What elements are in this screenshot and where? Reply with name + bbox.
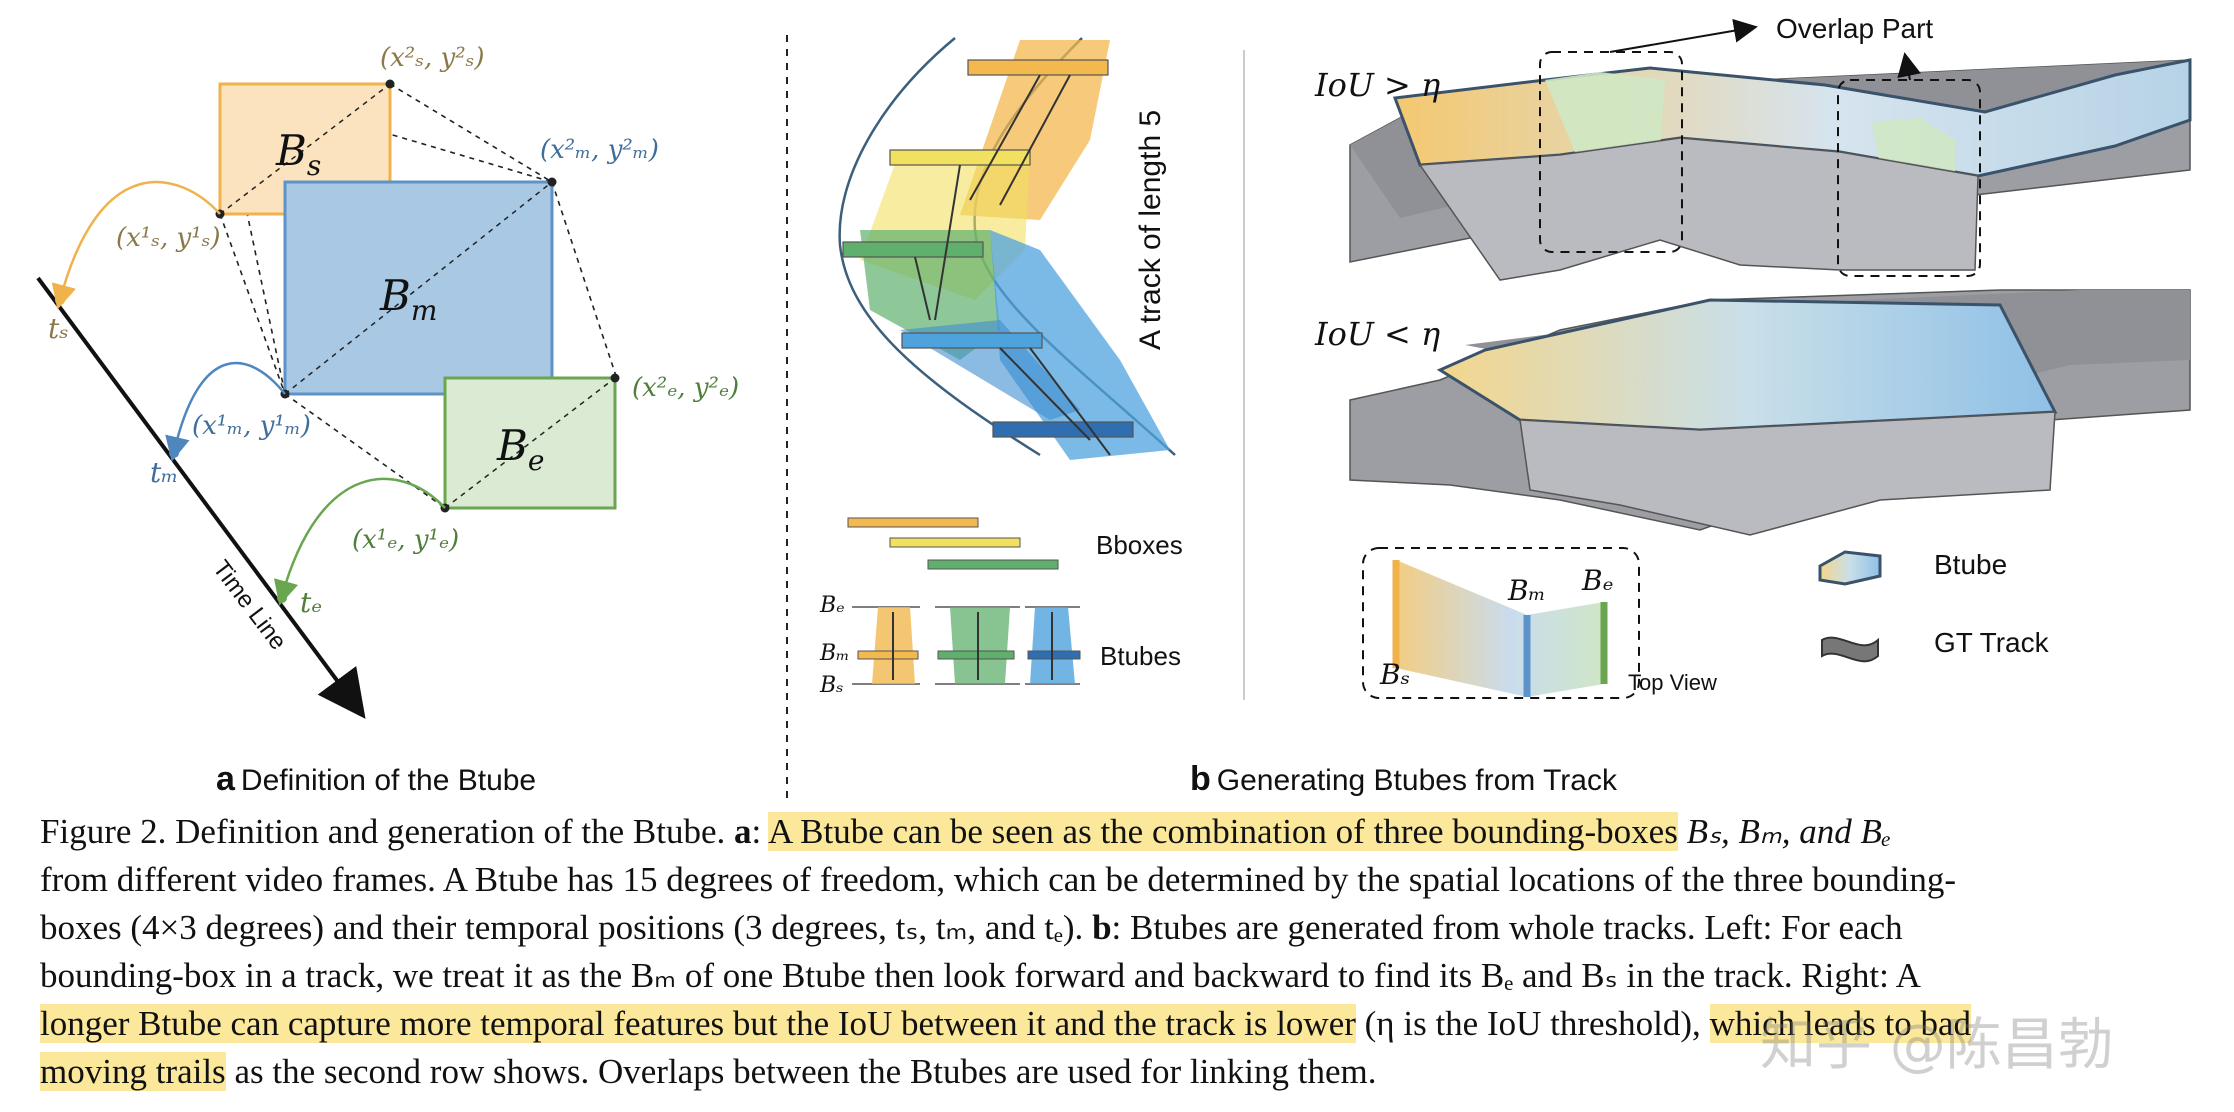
label-p-s2: (x²ₛ, y²ₛ) bbox=[380, 43, 485, 73]
bboxes-label: Bboxes bbox=[1096, 530, 1183, 560]
track-label: A track of length 5 bbox=[1134, 110, 1167, 350]
iou-lt-label: IoU < η bbox=[1314, 315, 1440, 353]
curve-ts bbox=[51, 180, 221, 310]
label-te: tₑ bbox=[300, 586, 322, 619]
top-view: Bₛ Bₘ Bₑ Top View bbox=[1362, 547, 1717, 699]
label-be: Be bbox=[496, 421, 544, 477]
panel-b-left: A track of length 5 Bboxes Bₑ Bₘ Bₛ bbox=[819, 37, 1183, 698]
tube-bottom: IoU < η bbox=[1314, 289, 2191, 536]
watermark: 知乎 @陈昌勃 bbox=[1760, 1013, 2114, 1078]
iou-gt-label: IoU > η bbox=[1314, 66, 1440, 104]
panel-b-caption: b Generating Btubes from Track bbox=[1190, 760, 1617, 798]
be-box bbox=[443, 376, 617, 510]
view-be: Bₑ bbox=[1581, 564, 1613, 597]
figure: Bs Bm Be (x²ₛ, y²ₛ) (x¹ₛ, y¹ₛ) (x²ₘ, y²ₘ… bbox=[36, 13, 2192, 800]
view-bm: Bₘ bbox=[1507, 574, 1546, 607]
caption-line-1: Figure 2. Definition and generation of t… bbox=[40, 812, 1892, 851]
label-bs: Bs bbox=[275, 126, 321, 182]
btubes-legend: Bₑ Bₘ Bₛ Btubes bbox=[819, 593, 1181, 698]
label-ts: tₛ bbox=[48, 312, 69, 345]
point-e2 bbox=[610, 373, 620, 383]
point-s2 bbox=[385, 79, 395, 89]
overlap-box-1 bbox=[1539, 51, 1683, 253]
curve-tm bbox=[165, 361, 286, 462]
figure-svg: Bs Bm Be (x²ₛ, y²ₛ) (x¹ₛ, y¹ₛ) (x²ₘ, y²ₘ… bbox=[36, 13, 2192, 800]
caption-line-3: boxes (4×3 degrees) and their temporal p… bbox=[40, 908, 1903, 947]
top-view-label: Top View bbox=[1628, 670, 1717, 695]
caption-line-2: from different video frames. A Btube has… bbox=[40, 860, 1956, 899]
overlap-label: Overlap Part bbox=[1776, 13, 1933, 44]
label-p-s1: (x¹ₛ, y¹ₛ) bbox=[116, 223, 221, 253]
btubes-bm: Bₘ bbox=[819, 641, 850, 666]
caption-line-5: longer Btube can capture more temporal f… bbox=[40, 1004, 1972, 1043]
point-m2 bbox=[547, 177, 557, 187]
label-bm: Bm bbox=[379, 271, 437, 327]
overlap-box-2 bbox=[1837, 79, 1981, 277]
btubes-be: Bₑ bbox=[819, 593, 845, 618]
legend: Btube GT Track bbox=[1818, 549, 2050, 663]
label-p-e2: (x²ₑ, y²ₑ) bbox=[632, 373, 739, 403]
panel-a: Bs Bm Be (x²ₛ, y²ₛ) (x¹ₛ, y¹ₛ) (x²ₘ, y²ₘ… bbox=[36, 43, 739, 719]
curve-te bbox=[274, 477, 446, 606]
tube-top: Overlap Part IoU > η bbox=[1314, 13, 2192, 281]
label-p-e1: (x¹ₑ, y¹ₑ) bbox=[352, 525, 459, 555]
btubes-bs: Bₛ bbox=[819, 673, 844, 698]
btubes-label: Btubes bbox=[1100, 641, 1181, 671]
label-p-m1: (x¹ₘ, y¹ₘ) bbox=[192, 411, 311, 441]
label-p-m2: (x²ₘ, y²ₘ) bbox=[540, 135, 659, 165]
legend-btube: Btube bbox=[1934, 549, 2007, 580]
panel-b-right: Overlap Part IoU > η IoU < η Bₛ Bₘ Bₑ To… bbox=[1314, 13, 2192, 699]
label-tm: tₘ bbox=[150, 456, 178, 489]
legend-gt-track: GT Track bbox=[1934, 627, 2050, 658]
panel-a-caption: a Definition of the Btube bbox=[216, 760, 537, 798]
timeline-arrow bbox=[36, 276, 366, 719]
caption-line-4: bounding-box in a track, we treat it as … bbox=[40, 956, 1921, 995]
caption-line-6: moving trails as the second row shows. O… bbox=[40, 1052, 1377, 1091]
view-bs: Bₛ bbox=[1379, 658, 1410, 691]
